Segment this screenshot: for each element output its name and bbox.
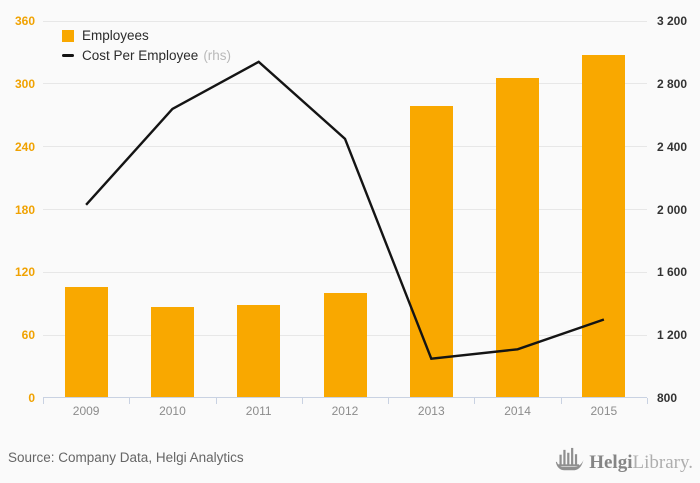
left-axis-tick-label: 0	[28, 391, 35, 405]
left-axis-tick-label: 240	[14, 139, 35, 154]
right-axis-tick-label: 2 400	[657, 139, 688, 154]
bar-2015	[582, 54, 626, 398]
right-axis-tick-label: 3 200	[657, 14, 688, 28]
x-axis-tick	[474, 398, 476, 404]
helgi-library-logo[interactable]: HelgiLibrary.	[555, 446, 693, 474]
legend-item-cost-per-employee: Cost Per Employee (rhs)	[62, 47, 231, 64]
x-axis-line	[43, 397, 647, 398]
footer: Source: Company Data, Helgi Analytics He…	[0, 438, 700, 483]
x-axis-label-2012: 2012	[331, 404, 359, 418]
right-axis-tick-label: 1 200	[657, 328, 688, 343]
left-axis-tick-label: 120	[14, 265, 35, 280]
x-axis-label-2009: 2009	[72, 404, 100, 418]
legend-label-cost-per-employee: Cost Per Employee	[82, 48, 199, 63]
logo-text-helgi: Helgi	[589, 452, 633, 473]
left-axis-tick-label: 60	[21, 328, 35, 343]
helgi-ship-icon	[556, 447, 584, 471]
cost-per-employee-line-layer	[85, 60, 605, 360]
legend-label-employees: Employees	[82, 28, 149, 43]
x-axis-label-2010: 2010	[159, 404, 186, 418]
x-axis-tick	[560, 398, 562, 404]
x-axis-tick	[215, 398, 217, 404]
x-axis-tick	[301, 398, 303, 404]
x-axis-tick	[388, 398, 390, 404]
employees-swatch-icon	[62, 29, 74, 42]
left-axis-tick-label: 180	[14, 202, 35, 217]
right-axis-tick-label: 2 800	[657, 76, 688, 91]
left-axis-tick-label: 360	[14, 14, 35, 28]
legend-item-employees: Employees	[62, 27, 231, 44]
right-axis-tick-label: 2 000	[657, 202, 688, 217]
left-axis-tick-label: 300	[14, 76, 35, 91]
gridline-120	[43, 271, 647, 273]
gridline-240	[43, 146, 647, 148]
cost-line-swatch-icon	[62, 54, 74, 57]
bar-2009	[64, 287, 108, 398]
bar-2011	[237, 304, 281, 398]
x-axis-label-2011: 2011	[245, 404, 272, 418]
gridline-360	[43, 20, 647, 22]
right-axis-tick-label: 800	[657, 391, 678, 405]
rhs-axis-tag: (rhs)	[203, 48, 232, 63]
x-axis-tick	[647, 398, 648, 404]
x-axis-tick	[129, 398, 131, 404]
right-axis-tick-label: 1 600	[657, 265, 688, 280]
bar-2013	[409, 105, 453, 398]
x-axis-label-2014: 2014	[504, 404, 531, 418]
x-axis-tick	[43, 398, 44, 404]
legend: Employees Cost Per Employee (rhs)	[62, 27, 231, 67]
x-axis-label-2015: 2015	[590, 404, 618, 418]
gridline-180	[43, 209, 647, 210]
logo-text-library: Library.	[632, 452, 694, 473]
source-text: Source: Company Data, Helgi Analytics	[8, 450, 244, 465]
cost-per-employee-line	[85, 60, 605, 360]
x-axis-label-2013: 2013	[417, 404, 445, 418]
gridline-300	[43, 83, 647, 85]
bar-2012	[323, 293, 367, 398]
bar-2010	[150, 306, 194, 398]
logo-text: HelgiLibrary.	[589, 452, 693, 474]
